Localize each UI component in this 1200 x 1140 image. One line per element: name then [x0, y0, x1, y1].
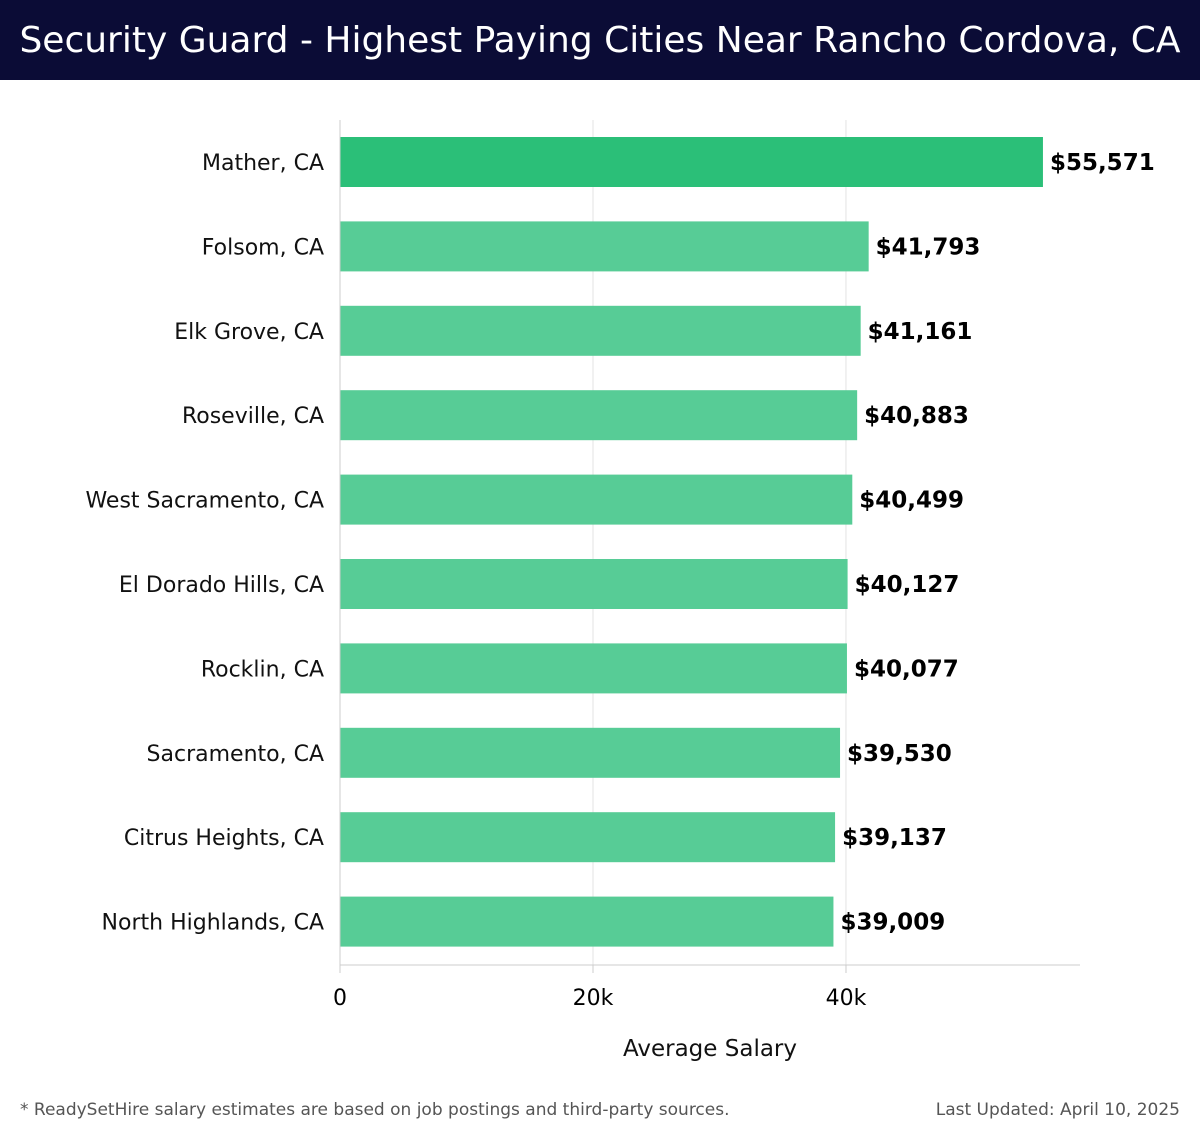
axis-layer: 0 20k 40k: [333, 120, 1080, 1011]
category-label: Roseville, CA: [182, 404, 324, 429]
chart-header: Security Guard - Highest Paying Cities N…: [0, 0, 1200, 80]
bar: [340, 474, 853, 525]
category-label: Sacramento, CA: [147, 742, 324, 767]
value-label: $40,883: [864, 403, 969, 429]
category-label: Elk Grove, CA: [174, 320, 324, 345]
bar: [340, 221, 869, 272]
x-axis-title: Average Salary: [623, 1036, 797, 1062]
category-label: Mather, CA: [202, 151, 324, 176]
value-label: $39,137: [842, 825, 947, 851]
bar: [340, 559, 848, 609]
value-label: $39,009: [840, 910, 945, 936]
value-label: $55,571: [1050, 150, 1155, 176]
bar-layer: [340, 137, 1043, 947]
bar: [340, 896, 834, 947]
bar: [340, 643, 847, 694]
bar: [340, 305, 861, 356]
value-label: $40,499: [859, 488, 964, 514]
footer-disclaimer: * ReadySetHire salary estimates are base…: [20, 1100, 730, 1120]
x-tick-label: 0: [333, 986, 347, 1011]
x-tick-label: 40k: [826, 986, 867, 1011]
value-label: $39,530: [847, 741, 952, 767]
category-label: West Sacramento, CA: [85, 489, 324, 514]
category-label: El Dorado Hills, CA: [119, 573, 324, 598]
category-label: North Highlands, CA: [102, 911, 324, 936]
value-label: $40,077: [854, 656, 959, 682]
chart-title: Security Guard - Highest Paying Cities N…: [19, 19, 1181, 61]
value-label: $41,161: [868, 319, 973, 345]
bar: [340, 812, 836, 863]
bar: [340, 727, 841, 778]
category-label: Citrus Heights, CA: [124, 826, 324, 851]
footer-last-updated: Last Updated: April 10, 2025: [935, 1100, 1180, 1120]
value-label: $41,793: [876, 234, 981, 260]
bar-chart: Mather, CA $55,571 Folsom, CA $41,793 Elk Gr…: [85, 120, 1155, 1062]
bar: [340, 137, 1043, 187]
bar: [340, 390, 858, 441]
x-tick-label: 20k: [573, 986, 614, 1011]
value-label: $40,127: [855, 572, 960, 598]
category-label: Folsom, CA: [202, 235, 324, 260]
label-layer: Mather, CA $55,571 Folsom, CA $41,793 Elk Gr…: [85, 150, 1154, 936]
category-label: Rocklin, CA: [201, 657, 324, 682]
